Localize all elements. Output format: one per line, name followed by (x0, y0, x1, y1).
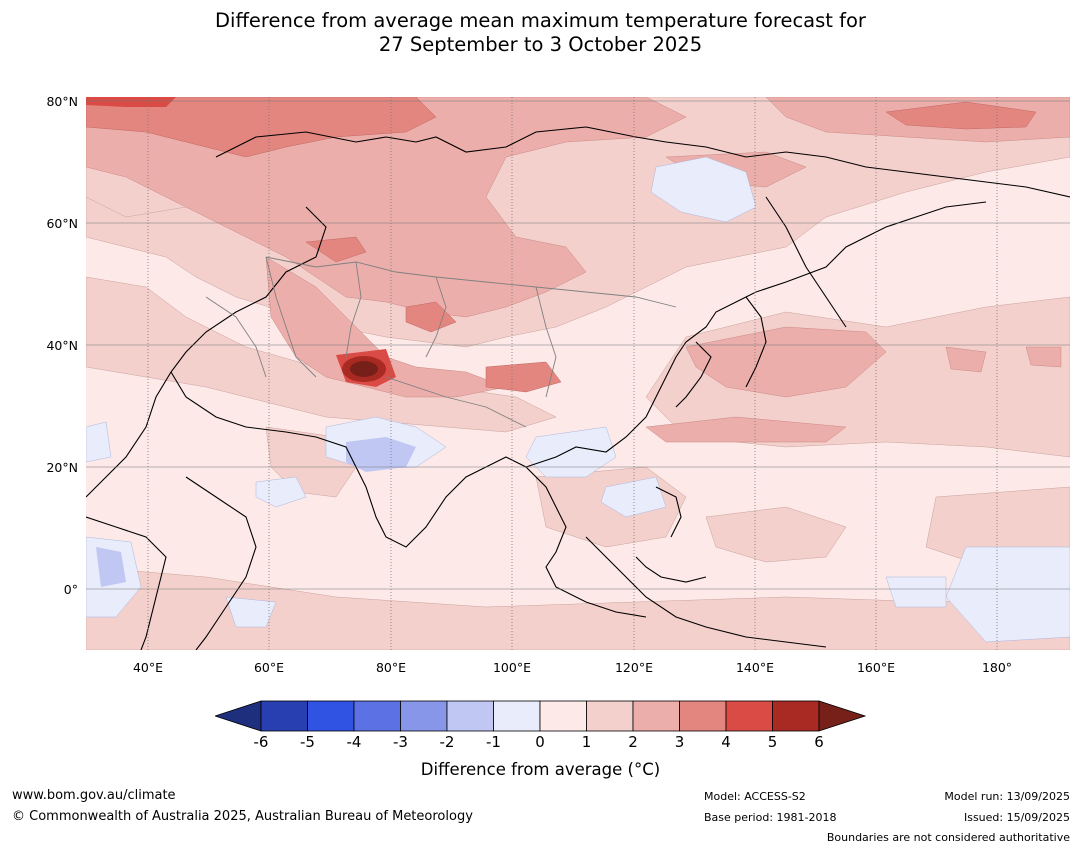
footer-copyright: © Commonwealth of Australia 2025, Austra… (12, 809, 473, 824)
lon-label-160e: 160°E (856, 660, 895, 675)
colorbar-tick: -2 (439, 733, 455, 751)
footer-issued: Issued: 15/09/2025 (963, 811, 1070, 824)
colorbar (215, 700, 866, 732)
colorbar-tick: 1 (581, 733, 592, 751)
colorbar-bin-minus1 (493, 700, 541, 732)
anomaly-band-plus3 (86, 97, 1037, 393)
country-borders (205, 256, 677, 428)
colorbar-bin-plus5 (772, 700, 820, 732)
footer-disclaimer: Boundaries are not considered authoritat… (826, 831, 1070, 844)
colorbar-bin-plus3 (679, 700, 727, 732)
lon-label-120e: 120°E (614, 660, 653, 675)
map-title-line1: Difference from average mean maximum tem… (215, 9, 866, 32)
temperature-anomaly-map (86, 97, 1070, 650)
map-title-line2: 27 September to 3 October 2025 (378, 33, 703, 56)
colorbar-tick: -3 (393, 733, 408, 751)
lon-label-40e: 40°E (132, 660, 164, 675)
colorbar-bin-plus0 (539, 700, 587, 732)
footer-base-period: Base period: 1981-2018 (704, 811, 837, 824)
colorbar-tick: 0 (535, 733, 545, 751)
colorbar-bin-plus2 (632, 700, 680, 732)
map-title: Difference from average mean maximum tem… (0, 9, 1081, 57)
lon-label-80e: 80°E (375, 660, 407, 675)
lat-label-60n: 60°N (46, 216, 78, 231)
lon-label-60e: 60°E (253, 660, 285, 675)
colorbar-tick: 6 (814, 733, 824, 751)
colorbar-bin-minus3 (400, 700, 448, 732)
lon-label-180: 180° (981, 660, 1013, 675)
colorbar-tick: -4 (346, 733, 362, 751)
colorbar-extend-high (818, 700, 866, 732)
lat-label-80n: 80°N (46, 94, 78, 109)
colorbar-tick: 4 (721, 733, 731, 751)
colorbar-tick: -5 (300, 733, 315, 751)
lat-label-0: 0° (63, 582, 78, 597)
lon-label-100e: 100°E (492, 660, 531, 675)
colorbar-tick: 5 (767, 733, 778, 751)
colorbar-bin-minus4 (353, 700, 401, 732)
colorbar-bin-minus5 (307, 700, 355, 732)
lat-label-40n: 40°N (46, 338, 78, 353)
meridians (147, 97, 998, 650)
colorbar-bin-plus1 (586, 700, 634, 732)
colorbar-bin-plus4 (725, 700, 773, 732)
colorbar-tick: -6 (253, 733, 269, 751)
colorbar-bin-minus6 (260, 700, 308, 732)
colorbar-title: Difference from average (°C) (420, 760, 661, 779)
footer-model-run: Model run: 13/09/2025 (944, 790, 1070, 803)
anomaly-hotspot-plus6 (350, 361, 378, 377)
colorbar-tick: -1 (486, 733, 501, 751)
colorbar-tick: 3 (674, 733, 685, 751)
colorbar-bin-minus2 (446, 700, 494, 732)
anomaly-band-minus1 (96, 437, 416, 587)
footer-website: www.bom.gov.au/climate (12, 788, 176, 803)
footer-model: Model: ACCESS-S2 (704, 790, 806, 803)
gridlines (86, 100, 1070, 590)
lon-label-140e: 140°E (735, 660, 774, 675)
colorbar-extend-low (215, 700, 262, 732)
colorbar-tick: 2 (628, 733, 638, 751)
lat-label-20n: 20°N (46, 460, 78, 475)
